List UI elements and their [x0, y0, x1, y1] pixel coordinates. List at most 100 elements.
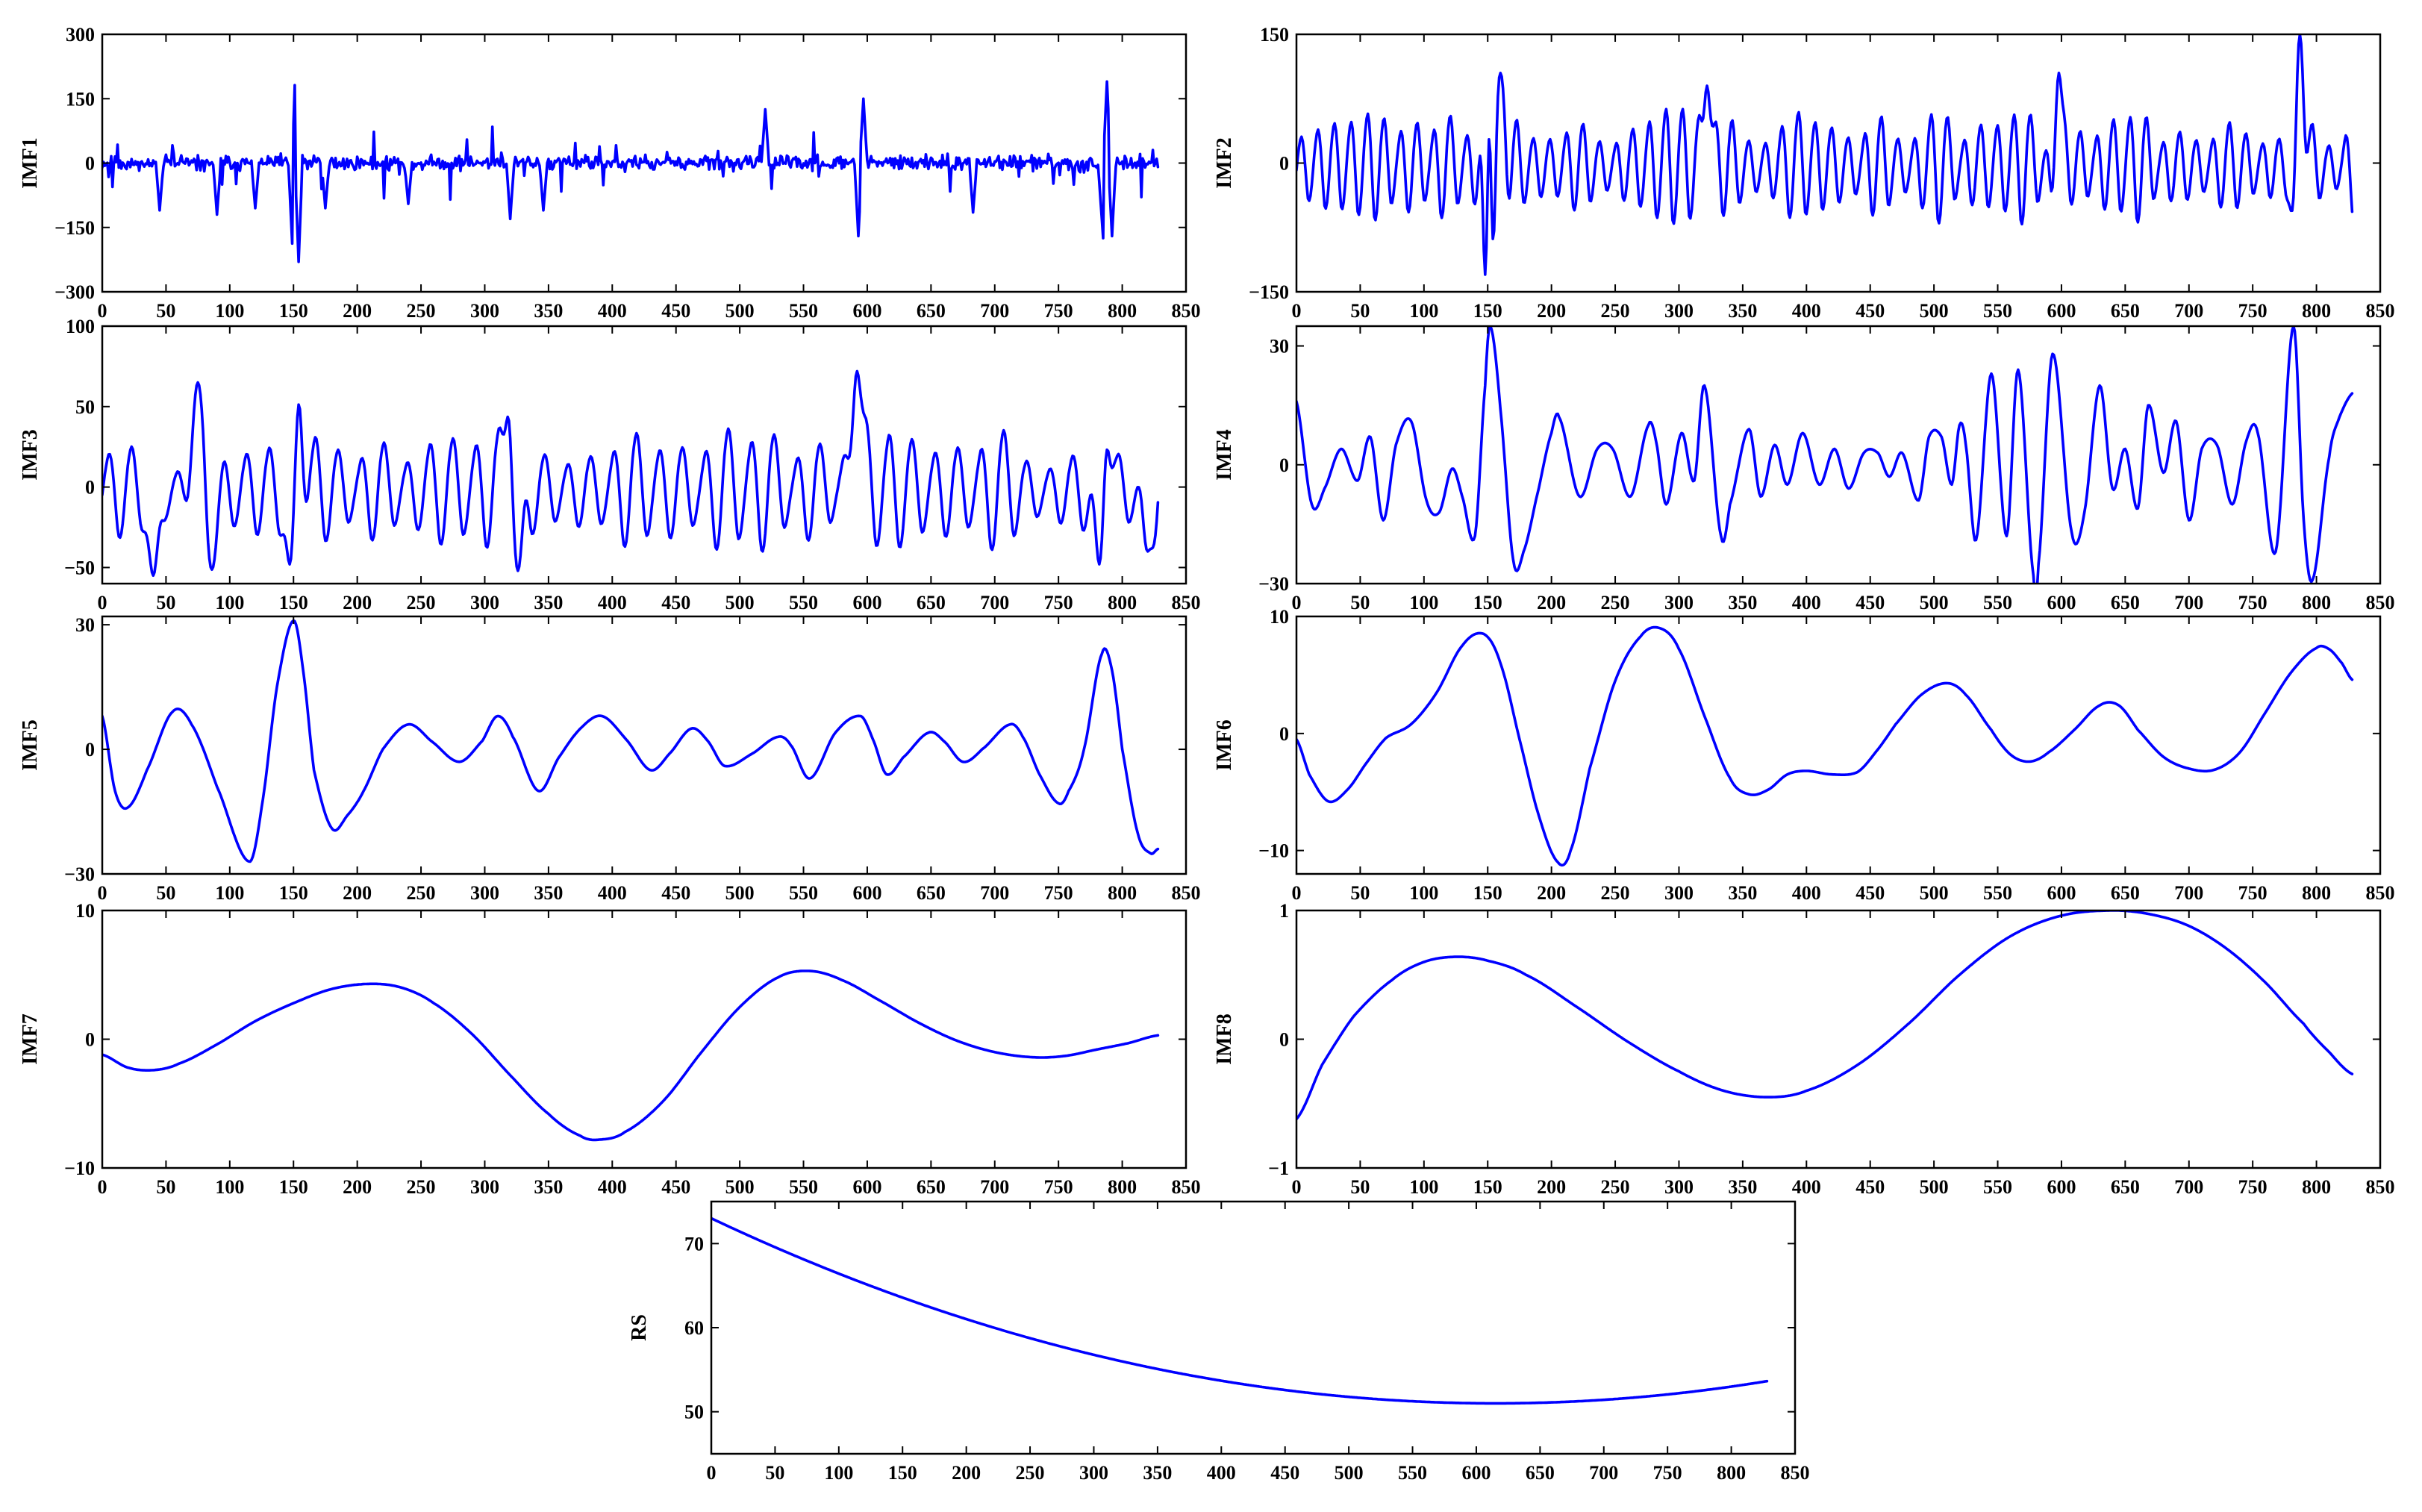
- imf1-ytick-label: 150: [66, 88, 95, 110]
- imf6-ytick-label: 10: [1270, 606, 1289, 628]
- imf4-xtick-label: 350: [1728, 592, 1757, 613]
- rs-xtick-label: 850: [1781, 1462, 1810, 1484]
- imf5-xtick-label: 200: [343, 882, 372, 904]
- imf3-axes-frame: [101, 325, 1187, 585]
- rs-xtick-label: 500: [1335, 1462, 1364, 1484]
- imf8-xtick-label: 150: [1473, 1176, 1502, 1198]
- imf3-xtick-label: 650: [917, 592, 946, 613]
- imf3-ytick-label: 0: [85, 477, 95, 499]
- imf1-panel: 0 50 100 150 200 250 300 350 400 450 500 550 600 650 7…: [19, 24, 1201, 322]
- imf8-xtick-label: 0: [1292, 1176, 1302, 1198]
- imf7-xtick-label: 350: [534, 1176, 563, 1198]
- rs-xtick-label: 550: [1398, 1462, 1427, 1484]
- imf5-xtick-label: 100: [215, 882, 244, 904]
- imf4-xtick-label: 250: [1601, 592, 1630, 613]
- imf7-xtick-label: 150: [279, 1176, 308, 1198]
- imf7-xtick-label: 450: [661, 1176, 690, 1198]
- imf8-xtick-label: 450: [1855, 1176, 1885, 1198]
- imf6-xtick-label: 800: [2302, 882, 2331, 904]
- imf6-xtick-label: 400: [1792, 882, 1821, 904]
- imf1-xtick-label: 600: [852, 300, 881, 322]
- imf2-xtick-label: 50: [1350, 300, 1370, 322]
- imf4-xtick-label: 500: [1920, 592, 1949, 613]
- imf6-xtick-label: 850: [2366, 882, 2395, 904]
- rs-ytick-label: 50: [684, 1402, 704, 1423]
- rs-xtick-label: 150: [888, 1462, 917, 1484]
- imf7-xtick-label: 750: [1044, 1176, 1073, 1198]
- imf6-xtick-label: 50: [1350, 882, 1370, 904]
- imf8-xtick-label: 100: [1409, 1176, 1438, 1198]
- imf4-ytick-label: 30: [1270, 336, 1289, 357]
- imf1-xtick-label: 850: [1172, 300, 1201, 322]
- rs-xtick-label: 100: [824, 1462, 853, 1484]
- imf6-panel: 0 50 100 150 200 250 300 350 400 450 500 550 600 650 7…: [1213, 606, 2395, 904]
- imf3-xtick-label: 850: [1172, 592, 1201, 613]
- imf4-xtick-label: 0: [1292, 592, 1302, 613]
- imf4-xtick-label: 550: [1983, 592, 2012, 613]
- imf2-panel: 0 50 100 150 200 250 300 350 400 450 500 550 600 650 7…: [1213, 24, 2395, 322]
- rs-xtick-label: 250: [1016, 1462, 1045, 1484]
- rs-xtick-label: 300: [1079, 1462, 1108, 1484]
- imf6-xtick-label: 550: [1983, 882, 2012, 904]
- imf5-xtick-label: 650: [917, 882, 946, 904]
- imf8-xtick-label: 50: [1350, 1176, 1370, 1198]
- imf5-xtick-label: 450: [661, 882, 690, 904]
- imf5-xtick-label: 50: [156, 882, 175, 904]
- imf2-xtick-label: 550: [1983, 300, 2012, 322]
- imf6-xtick-label: 450: [1855, 882, 1885, 904]
- imf4-xtick-label: 850: [2366, 592, 2395, 613]
- imf2-ytick-label: 0: [1279, 153, 1289, 175]
- imf3-xtick-label: 150: [279, 592, 308, 613]
- imf7-axes-frame: [101, 909, 1187, 1169]
- imf6-xtick-label: 250: [1601, 882, 1630, 904]
- imf6-xtick-label: 650: [2111, 882, 2140, 904]
- rs-series-line: [711, 1216, 1769, 1405]
- imf3-xtick-label: 50: [156, 592, 175, 613]
- imf5-xtick-label: 400: [598, 882, 627, 904]
- rs-xtick-label: 350: [1143, 1462, 1172, 1484]
- imf2-ytick-label: 150: [1260, 24, 1289, 46]
- imf7-xtick-label: 800: [1108, 1176, 1137, 1198]
- rs-xtick-label: 700: [1589, 1462, 1618, 1484]
- imf8-xtick-label: 800: [2302, 1176, 2331, 1198]
- imf1-ytick-label: −300: [54, 281, 95, 303]
- imf5-xtick-label: 300: [470, 882, 499, 904]
- imf2-ytick-label: −150: [1249, 281, 1289, 303]
- imf7-xtick-label: 0: [98, 1176, 107, 1198]
- rs-xtick-label: 50: [765, 1462, 784, 1484]
- rs-xtick-label: 600: [1461, 1462, 1491, 1484]
- imf2-series-line: [1296, 34, 2354, 276]
- imf5-xtick-label: 350: [534, 882, 563, 904]
- imf4-xtick-label: 150: [1473, 592, 1502, 613]
- imf8-xtick-label: 300: [1664, 1176, 1694, 1198]
- imf2-xtick-label: 750: [2238, 300, 2267, 322]
- imf1-xtick-label: 450: [661, 300, 690, 322]
- imf3-xtick-label: 750: [1044, 592, 1073, 613]
- imf1-xtick-label: 150: [279, 300, 308, 322]
- imf8-xtick-label: 850: [2366, 1176, 2395, 1198]
- imf7-xtick-label: 250: [407, 1176, 436, 1198]
- imf2-xtick-label: 600: [2047, 300, 2076, 322]
- imf1-xtick-label: 550: [789, 300, 818, 322]
- imf1-ytick-label: −150: [54, 217, 95, 239]
- imf4-xtick-label: 100: [1409, 592, 1438, 613]
- imf1-xtick-label: 700: [980, 300, 1009, 322]
- imf3-xtick-label: 250: [407, 592, 436, 613]
- rs-xtick-label: 450: [1270, 1462, 1299, 1484]
- imf1-ytick-label: 300: [66, 24, 95, 46]
- imf3-xtick-label: 700: [980, 592, 1009, 613]
- imf1-ylabel: IMF1: [19, 137, 42, 188]
- imf4-xtick-label: 750: [2238, 592, 2267, 613]
- rs-xtick-label: 200: [952, 1462, 981, 1484]
- imf5-xtick-label: 700: [980, 882, 1009, 904]
- imf2-xtick-label: 350: [1728, 300, 1757, 322]
- imf7-xtick-label: 100: [215, 1176, 244, 1198]
- imf3-xtick-label: 0: [98, 592, 107, 613]
- rs-axes-frame: [710, 1200, 1797, 1455]
- imf5-xtick-label: 850: [1172, 882, 1201, 904]
- imf2-xtick-label: 500: [1920, 300, 1949, 322]
- rs-ytick-label: 70: [684, 1233, 704, 1255]
- imf2-xtick-label: 150: [1473, 300, 1502, 322]
- imf4-xtick-label: 450: [1855, 592, 1885, 613]
